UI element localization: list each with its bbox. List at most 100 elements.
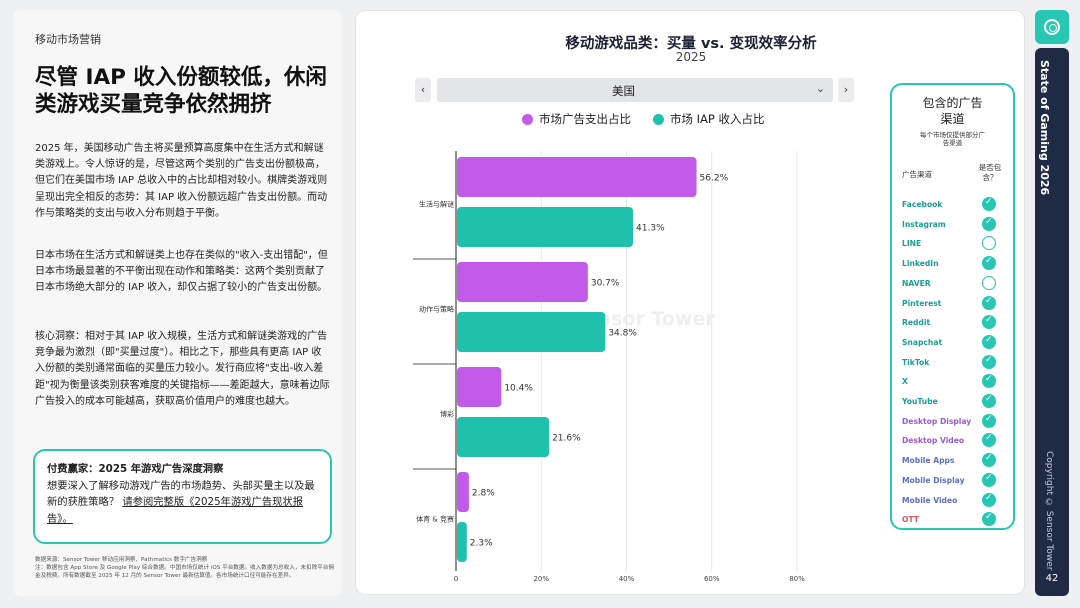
x-tick-label: 40% [619,575,635,583]
channels-subtitle-text: 每个市场仅提供部分广告渠道 [920,131,985,147]
channel-name: OTT [902,515,919,525]
legend-label-ad-spend: 市场广告支出占比 [539,112,631,126]
channel-row: Instagram [902,216,1007,233]
next-market-button[interactable]: › [838,78,854,102]
ad-channels-panel: 包含的广告渠道 每个市场仅提供部分广告渠道 广告渠道 是否包含？ Faceboo… [890,83,1015,530]
check-circle-icon [982,472,996,487]
channel-row: LINE [902,236,1007,252]
brand-logo-icon [1035,10,1069,44]
section-tag: 移动市场营销 [35,33,101,46]
legend-swatch-iap [653,113,664,125]
category-label: 动作与策略 [419,305,454,314]
channel-name: Pinterest [902,298,942,308]
channel-name: Snapchat [902,337,943,347]
footnote: 数据来源：Sensor Tower 移动应用洞察、Pathmatics 数字广告… [35,557,334,579]
bar-ad-spend [457,472,469,512]
chart-legend: 市场广告支出占比 市场 IAP 收入占比 [522,111,765,127]
chevron-down-icon: ⌄ [815,82,825,95]
channels-col-channel: 广告渠道 [902,170,932,179]
prev-market-button[interactable]: ‹ [415,78,431,102]
channel-row: Mobile Video [902,492,1007,509]
channel-row: NAVER [902,275,1007,292]
channels-subtitle: 每个市场仅提供部分广告渠道 [892,131,1013,147]
bar-ad-spend [457,262,588,302]
channels-col-included: 是否包含？ [978,163,1002,182]
check-circle-icon [982,512,996,527]
check-circle-icon [982,374,996,389]
legend-label-iap: 市场 IAP 收入占比 [670,112,765,126]
check-circle-icon [982,354,996,369]
chart-panel: 移动游戏品类：买量 vs. 变现效率分析 2025 ‹ 美国 ⌄ › 市场广告支… [355,10,1025,595]
channels-title: 包含的广告渠道 [892,95,1013,127]
channel-name: YouTube [902,397,938,406]
channel-row: Mobile Display [902,472,1007,489]
legend-item-ad-spend: 市场广告支出占比 [522,111,631,127]
check-circle-icon [982,295,996,310]
channel-name: Desktop Video [902,436,965,446]
report-link[interactable]: 请参阅完整版《2025年游戏广告现状报告》。 [47,496,304,525]
channel-name: Reddit [902,318,931,328]
watermark: Sensor Tower [571,308,715,330]
channel-row: Desktop Display [902,413,1007,430]
bar-ad-spend [457,157,697,197]
report-sidebar: State of Gaming 2026 Copyright © Sensor … [1035,48,1069,596]
headline: 尽管 IAP 收入份额较低，休闲类游戏买量竞争依然拥挤 [35,65,327,117]
callout-text: 想要深入了解移动游戏广告的市场趋势、头部买量主以及最新的获胜策略？ [47,479,315,509]
copyright: Copyright © Sensor Tower [1044,451,1054,571]
check-circle-icon [982,197,996,211]
check-circle-icon [982,256,996,271]
channel-row: YouTube [902,394,1007,410]
bar-iap [457,522,467,562]
data-label: 41.3% [636,224,665,234]
check-circle-icon [982,334,996,349]
data-label: 10.4% [504,384,533,394]
channel-name: NAVER [902,278,931,288]
channel-row: LinkedIn [902,256,1007,272]
check-circle-icon [982,433,996,448]
channel-row: Reddit [902,315,1007,331]
channel-name: LinkedIn [902,259,939,269]
report-callout: 付费赢家：2025 年游戏广告深度洞察 想要深入了解移动游戏广告的市场趋势、头部… [33,449,332,544]
bar-iap [457,312,606,352]
body-paragraph-2: 日本市场在生活方式和解谜类上也存在类似的"收入-支出错配"，但日本市场最显著的不… [35,250,328,294]
page-number: 42 [1045,573,1059,584]
category-label: 博彩 [440,410,454,419]
channel-row: Desktop Video [902,433,1007,449]
body-paragraph-3: 核心洞察：相对于其 IAP 收入规模，生活方式和解谜类游戏的广告竞争最为激烈（即… [35,331,330,407]
channel-row: TikTok [902,354,1007,371]
data-label: 30.7% [591,279,620,289]
x-tick-label: 0 [454,575,458,583]
channel-name: Instagram [902,219,946,229]
channel-name: LINE [902,239,922,249]
data-label: 34.8% [608,329,637,339]
channel-name: Facebook [902,200,943,209]
bar-chart: 0 20% 40% 60% 80% 生活与解谜 56.2% 41.3% 动作与策略 30.7% 34… [413,151,805,583]
data-label: 21.6% [552,434,581,444]
channel-row: X [902,374,1007,390]
legend-item-iap: 市场 IAP 收入占比 [653,111,765,127]
x-tick-label: 80% [789,575,805,583]
category-label: 生活与解谜 [419,200,454,209]
channel-name: Mobile Video [902,495,958,505]
market-select[interactable]: 美国 ⌄ [437,78,833,102]
bar-ad-spend [457,367,502,407]
channel-name: Desktop Display [902,416,972,426]
data-label: 56.2% [700,174,729,184]
x-tick-label: 20% [533,575,549,583]
empty-circle-icon [982,236,996,251]
empty-circle-icon [982,275,996,290]
callout-title: 付费赢家：2025 年游戏广告深度洞察 [47,463,224,475]
chart-subtitle: 2025 [675,50,707,64]
report-title-vertical: State of Gaming 2026 [1038,60,1051,196]
check-circle-icon [982,492,996,507]
channel-row: Facebook [902,197,1007,213]
channel-name: X [902,377,908,387]
legend-swatch-ad-spend [522,113,533,125]
channel-row: Mobile Apps [902,453,1007,469]
left-panel: 移动市场营销 尽管 IAP 收入份额较低，休闲类游戏买量竞争依然拥挤 2025 … [13,10,341,596]
channels-title-text: 包含的广告渠道 [922,96,983,126]
x-tick-label: 60% [704,575,720,583]
channel-row: OTT [902,512,1007,528]
bar-iap [457,207,634,247]
channel-name: Mobile Display [902,475,965,485]
